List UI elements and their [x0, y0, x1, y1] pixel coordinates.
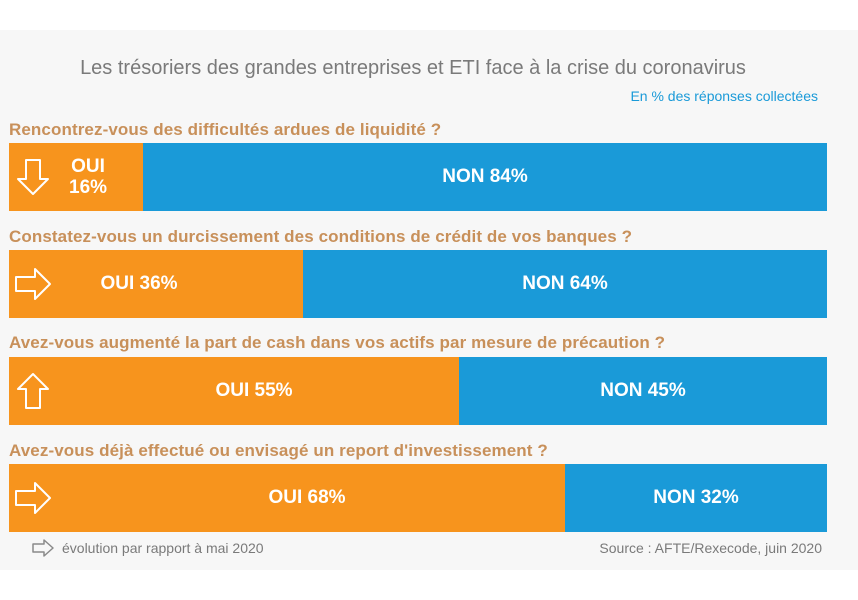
arrow-up-icon: [17, 373, 49, 409]
stacked-bar: OUI 36% NON 64%: [9, 250, 827, 318]
bar-segment-non: NON 84%: [143, 143, 827, 211]
arrow-right-icon: [15, 268, 51, 300]
source-note: Source : AFTE/Rexecode, juin 2020: [599, 540, 822, 556]
question-text: Avez-vous déjà effectué ou envisagé un r…: [9, 441, 548, 460]
bar-label-non: NON 45%: [600, 380, 686, 401]
bar-segment-oui: OUI 16%: [9, 143, 143, 211]
bar-segment-non: NON 32%: [565, 464, 827, 532]
bar-label-non: NON 64%: [522, 273, 608, 294]
chart-subtitle: En % des réponses collectées: [630, 88, 818, 104]
bar-label-non: NON 84%: [442, 166, 528, 187]
bar-segment-oui: OUI 55%: [9, 357, 459, 425]
question-text: Rencontrez-vous des difficultés ardues d…: [9, 120, 442, 139]
legend-text: évolution par rapport à mai 2020: [62, 540, 264, 556]
question-text: Avez-vous augmenté la part de cash dans …: [9, 333, 666, 352]
bar-segment-oui: OUI 36%: [9, 250, 303, 318]
question-text: Constatez-vous un durcissement des condi…: [9, 227, 633, 246]
bar-label-oui: OUI 36%: [100, 273, 178, 294]
bar-label-non: NON 32%: [653, 487, 739, 508]
stacked-bar: OUI 68% NON 32%: [9, 464, 827, 532]
chart-title: Les trésoriers des grandes entreprises e…: [80, 57, 746, 79]
bar-label-oui: OUI 16%: [69, 156, 108, 198]
bar-segment-oui: OUI 68%: [9, 464, 565, 532]
bar-label-oui: OUI 55%: [215, 380, 293, 401]
bar-segment-non: NON 45%: [459, 357, 827, 425]
arrow-right-icon: [32, 539, 54, 557]
stacked-bar: OUI 16% NON 84%: [9, 143, 827, 211]
trend-legend: évolution par rapport à mai 2020: [32, 539, 264, 557]
stacked-bar: OUI 55% NON 45%: [9, 357, 827, 425]
arrow-down-icon: [17, 159, 49, 195]
bar-label-oui: OUI 68%: [268, 487, 346, 508]
bar-segment-non: NON 64%: [303, 250, 827, 318]
arrow-right-icon: [15, 482, 51, 514]
